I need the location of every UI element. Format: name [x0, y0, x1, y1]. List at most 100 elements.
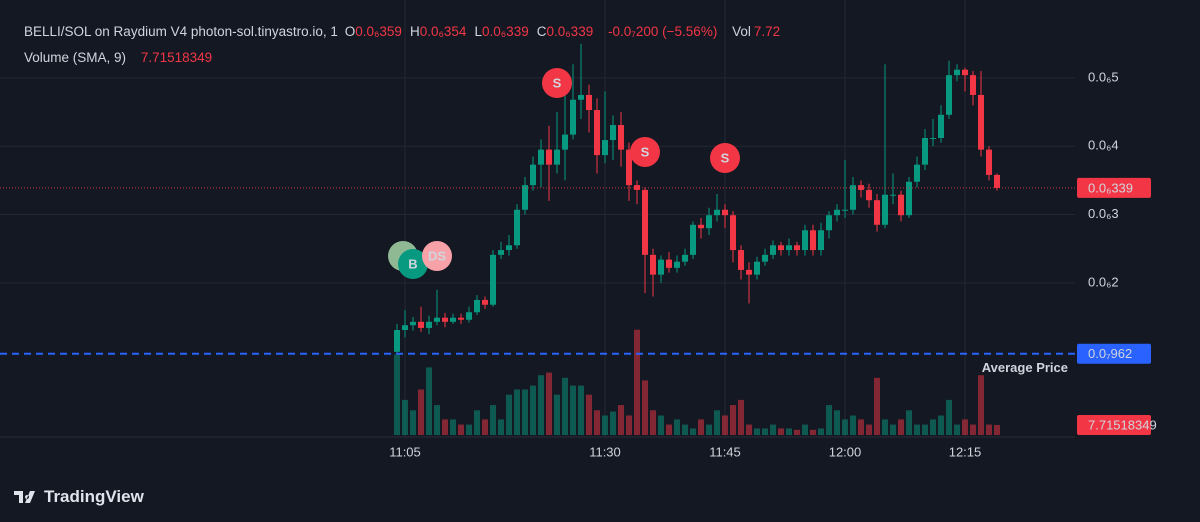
candle-body: [490, 254, 496, 305]
volume-bar: [850, 415, 856, 435]
volume-bar: [970, 424, 976, 435]
candle-body: [570, 99, 576, 135]
volume-bar: [506, 394, 512, 435]
ohlc-key: O: [344, 24, 356, 39]
candle-body: [618, 125, 624, 150]
candle-body: [594, 110, 600, 156]
x-tick-label: 11:05: [389, 444, 421, 459]
volume-bar: [730, 405, 736, 435]
volume-bar: [546, 372, 552, 435]
volume-bar: [474, 410, 480, 435]
indicator-value: 7.71518349: [140, 50, 213, 65]
volume-bar: [770, 424, 776, 435]
candle-body: [610, 125, 616, 141]
trade-marker-label: DS: [428, 248, 446, 263]
candle-body: [658, 259, 664, 275]
candle-body: [482, 299, 488, 305]
trade-marker: [398, 249, 428, 279]
candle-body: [410, 321, 416, 326]
volume-bar: [826, 405, 832, 435]
volume-bar: [618, 405, 624, 435]
last-price-tag: [1077, 177, 1151, 198]
volume-bar: [602, 415, 608, 435]
volume-bar: [954, 424, 960, 435]
candle-body: [786, 245, 792, 251]
average-price-label: 0.0₇962: [1088, 346, 1132, 361]
volume-bar: [802, 424, 808, 435]
ohlc-value: 0.0₆339: [481, 24, 529, 39]
candle-body: [818, 230, 824, 251]
volume-bar: [594, 410, 600, 435]
trade-marker: [710, 143, 740, 173]
volume-bar: [946, 399, 952, 435]
volume-bar: [434, 405, 440, 435]
ohlc-value: 0.0₆354: [419, 24, 467, 39]
volume-bar: [906, 410, 912, 435]
candle-body: [498, 250, 504, 255]
volume-bar: [538, 375, 544, 435]
volume-bar: [682, 424, 688, 435]
chart-title: BELLI/SOL on Raydium V4 photon-sol.tinya…: [24, 24, 338, 39]
volume-bar: [834, 410, 840, 435]
brand: TradingView: [14, 487, 144, 507]
candle-body: [946, 75, 952, 115]
average-price-tag: [1077, 343, 1151, 364]
candle-body: [914, 164, 920, 182]
volume-bar: [794, 429, 800, 435]
trade-marker: [422, 241, 452, 271]
volume-bar: [562, 377, 568, 435]
volume-bar: [810, 429, 816, 435]
volume-bar: [578, 385, 584, 435]
volume-bar: [482, 419, 488, 435]
y-tick-label: 0.0₆2: [1088, 274, 1119, 289]
candle-body: [434, 317, 440, 322]
volume-bar: [610, 411, 616, 435]
candle-body: [674, 261, 680, 268]
candle-body: [938, 114, 944, 139]
candle-body: [882, 194, 888, 225]
x-tick-label: 11:45: [709, 444, 741, 459]
candle-body: [978, 94, 984, 150]
x-tick-label: 12:15: [949, 444, 982, 459]
volume-bar: [786, 428, 792, 435]
y-tick-label: 0.0₆3: [1088, 206, 1119, 221]
candle-body: [994, 174, 1000, 188]
volume-bar: [866, 424, 872, 435]
volume-bar: [706, 424, 712, 435]
candle-body: [706, 215, 712, 229]
candle-body: [554, 149, 560, 165]
candle-body: [890, 194, 896, 196]
candle-body: [810, 230, 816, 251]
ohlc-value: 0.0₆339: [546, 24, 594, 39]
candle-body: [418, 321, 424, 328]
volume-bar: [586, 394, 592, 435]
candle-body: [402, 325, 408, 330]
candle-body: [530, 164, 536, 186]
brand-name: TradingView: [44, 487, 144, 506]
candle-body: [602, 140, 608, 156]
volume-bar: [554, 394, 560, 435]
volume-bar: [426, 367, 432, 435]
trade-marker-label: B: [408, 256, 417, 271]
candle-body: [650, 254, 656, 275]
volume-bar: [778, 428, 784, 435]
candle-body: [738, 250, 744, 270]
volume-bar: [962, 419, 968, 435]
candle-body: [690, 224, 696, 255]
candle-body: [834, 209, 840, 216]
candle-body: [802, 230, 808, 251]
candle-body: [778, 245, 784, 251]
candle-body: [770, 245, 776, 255]
volume-bar: [858, 419, 864, 435]
average-price-name: Average Price: [982, 360, 1068, 375]
volume-bar: [986, 424, 992, 435]
candle-body: [962, 69, 968, 76]
volume-bar: [746, 424, 752, 435]
volume-bar: [666, 424, 672, 435]
volume-bar: [394, 354, 400, 435]
price-change: -0.0₇200 (−5.56%): [607, 24, 718, 39]
candle-body: [874, 200, 880, 225]
trade-marker: [542, 68, 572, 98]
trade-marker: [630, 137, 660, 167]
